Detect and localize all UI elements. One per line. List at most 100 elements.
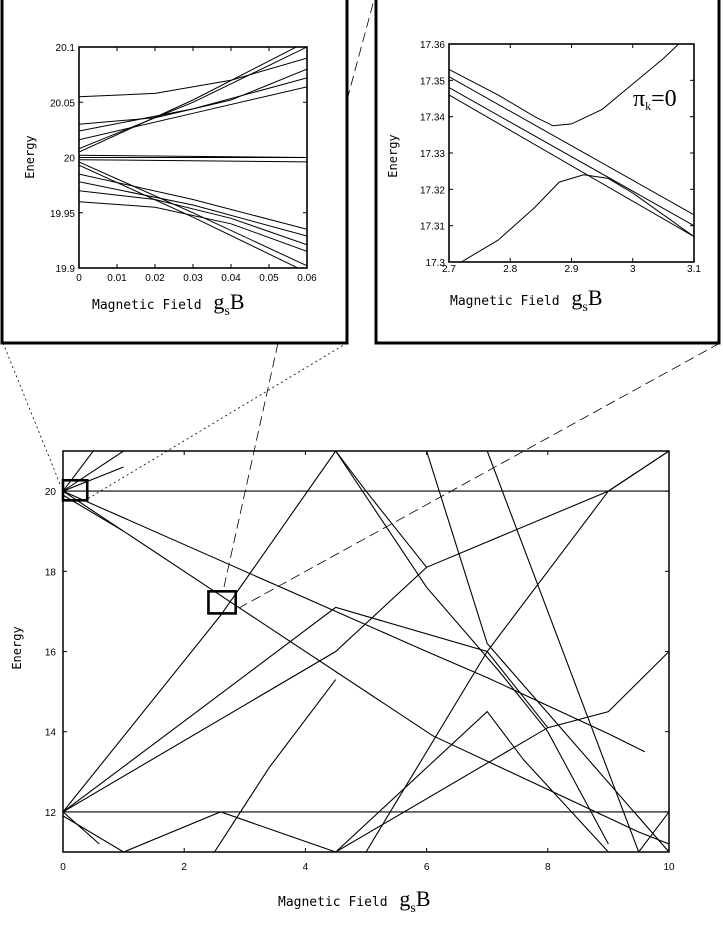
series-line-15 bbox=[365, 451, 669, 852]
series-line-2 bbox=[63, 451, 124, 492]
series-line-6 bbox=[63, 490, 669, 845]
y-tick-label: 17.3 bbox=[426, 258, 446, 269]
main-zoom-box-2 bbox=[207, 590, 238, 615]
inset-left-callout-b bbox=[83, 342, 348, 502]
x-tick-label: 0.05 bbox=[259, 273, 279, 284]
x-tick-label: 2.9 bbox=[565, 264, 579, 275]
series-group bbox=[449, 44, 694, 262]
x-axis-symbol-sub: s bbox=[582, 300, 587, 315]
y-tick-label: 20.05 bbox=[50, 98, 75, 109]
inset-left-callout-d bbox=[223, 342, 279, 588]
x-tick-label: 0.02 bbox=[145, 273, 165, 284]
series-line-11 bbox=[63, 811, 100, 845]
x-tick-label: 3 bbox=[630, 264, 636, 275]
series-line-5 bbox=[63, 490, 646, 753]
x-axis-symbol-tail: B bbox=[416, 886, 431, 911]
x-axis-label-text: Magnetic Field bbox=[278, 895, 395, 910]
y-tick-label: 16 bbox=[45, 648, 57, 659]
pi-k-annotation: πk=0 bbox=[633, 86, 677, 113]
series-line-18 bbox=[486, 451, 669, 852]
series-line-19 bbox=[335, 451, 609, 845]
y-tick-label: 20.1 bbox=[56, 43, 76, 54]
y-tick-label: 19.95 bbox=[50, 209, 75, 220]
inset-right-frame bbox=[374, 0, 721, 345]
x-tick-label: 4 bbox=[303, 862, 309, 873]
series-line-4 bbox=[63, 466, 124, 492]
y-axis-label: Energy bbox=[23, 135, 37, 178]
series-line-0 bbox=[79, 57, 307, 98]
annotation-sub: k bbox=[645, 99, 651, 113]
y-tick-label: 17.34 bbox=[420, 113, 445, 124]
inset-left-callout-c bbox=[346, 0, 375, 101]
series-line-13 bbox=[123, 710, 609, 852]
series-line-14 bbox=[79, 201, 307, 252]
x-axis-label-text: Magnetic Field bbox=[450, 294, 567, 309]
inset-left-plot: 0 0.01 0.02 0.03 0.04 0.05 0.06 19.9 19.95 20 20.0… bbox=[23, 43, 317, 319]
series-line-4 bbox=[461, 174, 694, 262]
main-plot: 0 2 4 6 8 10 12 14 16 18 20 Energy Magnetic Field gs… bbox=[10, 450, 675, 916]
y-tick-label: 20 bbox=[45, 487, 57, 498]
series-line-2 bbox=[449, 87, 694, 227]
annotation-tail: =0 bbox=[651, 86, 677, 112]
series-line-20 bbox=[214, 679, 337, 852]
series-line-8 bbox=[63, 451, 428, 813]
y-axis-label: Energy bbox=[386, 134, 400, 177]
y-tick-label: 18 bbox=[45, 567, 57, 578]
series-line-9 bbox=[63, 606, 549, 813]
x-tick-label: 0 bbox=[60, 862, 66, 873]
axes-frame bbox=[62, 450, 670, 853]
series-line-3 bbox=[79, 86, 307, 141]
series-line-8 bbox=[79, 159, 307, 163]
x-tick-label: 0 bbox=[76, 273, 82, 284]
inset-left-frame bbox=[0, 0, 349, 345]
x-tick-label: 0.01 bbox=[107, 273, 127, 284]
x-tick-label: 0.04 bbox=[221, 273, 241, 284]
x-axis-symbol-sub: s bbox=[410, 901, 415, 916]
y-tick-label: 19.9 bbox=[56, 264, 76, 275]
x-tick-label: 8 bbox=[545, 862, 551, 873]
x-tick-label: 2.8 bbox=[503, 264, 517, 275]
inset-left-callout-a bbox=[2, 342, 61, 485]
y-tick-label: 12 bbox=[45, 808, 57, 819]
series-line-3 bbox=[449, 94, 694, 238]
series-line-14 bbox=[335, 651, 669, 852]
series-line-10 bbox=[63, 451, 669, 813]
y-tick-label: 17.35 bbox=[420, 76, 445, 87]
y-tick-label: 17.31 bbox=[420, 222, 445, 233]
y-tick-label: 20 bbox=[64, 154, 76, 165]
x-tick-label: 3.1 bbox=[687, 264, 701, 275]
callout-lines bbox=[2, 0, 721, 609]
x-axis-label: Magnetic Field gsB bbox=[92, 289, 245, 319]
main-zoom-box-1 bbox=[61, 478, 89, 502]
x-tick-label: 6 bbox=[424, 862, 430, 873]
inset-right-callout bbox=[238, 342, 721, 609]
series-line-4 bbox=[79, 47, 307, 150]
x-axis-label: Magnetic Field gsB bbox=[450, 285, 603, 315]
series-line-1 bbox=[449, 76, 694, 216]
series-line-16 bbox=[426, 451, 669, 852]
x-tick-label: 0.06 bbox=[297, 273, 317, 284]
series-group bbox=[63, 451, 669, 852]
y-tick-label: 14 bbox=[45, 728, 57, 739]
series-group bbox=[79, 47, 307, 268]
series-line-2 bbox=[79, 77, 307, 132]
series-line-9 bbox=[79, 161, 307, 267]
series-line-11 bbox=[79, 173, 307, 230]
x-tick-label: 2 bbox=[181, 862, 187, 873]
x-axis-symbol-tail: B bbox=[230, 289, 245, 314]
series-line-0 bbox=[449, 44, 680, 127]
x-tick-label: 10 bbox=[663, 862, 675, 873]
inset-right-plot: 2.7 2.8 2.9 3 3.1 17.3 17.31 17.32 17.33 17.34 17.… bbox=[386, 40, 701, 315]
x-axis-symbol: g bbox=[571, 285, 582, 310]
annotation-symbol: π bbox=[633, 86, 645, 112]
series-line-12 bbox=[79, 181, 307, 237]
series-line-5 bbox=[79, 47, 298, 153]
x-tick-label: 2.7 bbox=[442, 264, 456, 275]
series-line-3 bbox=[63, 451, 94, 492]
x-axis-symbol: g bbox=[213, 289, 224, 314]
x-axis-label: Magnetic Field gsB bbox=[278, 886, 431, 916]
x-axis-symbol-tail: B bbox=[588, 285, 603, 310]
y-tick-label: 17.33 bbox=[420, 149, 445, 160]
x-axis-symbol-sub: s bbox=[224, 304, 229, 319]
